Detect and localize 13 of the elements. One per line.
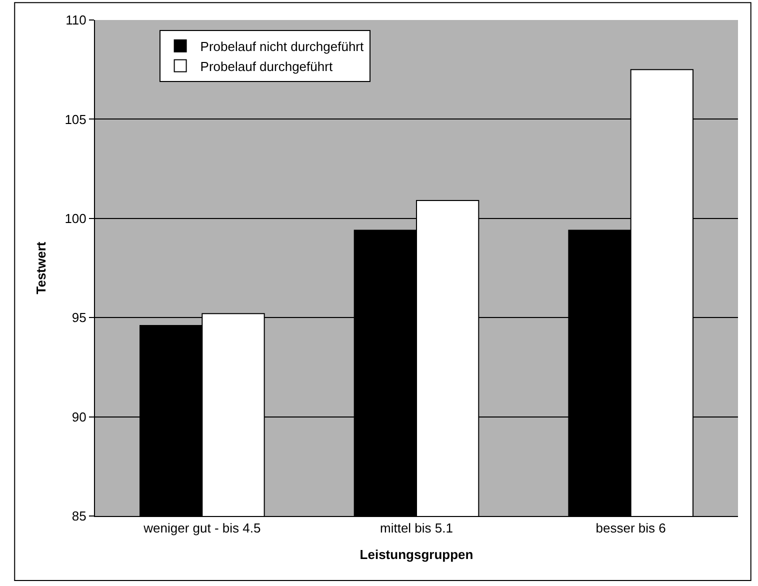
legend-label: Probelauf nicht durchgeführt — [200, 38, 364, 54]
y-tick-label: 100 — [64, 210, 86, 226]
x-axis-title: Leistungsgruppen — [360, 547, 474, 562]
x-tick-label: besser bis 6 — [596, 520, 666, 536]
y-axis-title: Testwert — [34, 241, 49, 294]
y-tick-label: 95 — [72, 310, 86, 326]
y-tick-label: 85 — [72, 508, 86, 524]
x-tick-label: mittel bis 5.1 — [380, 520, 453, 536]
x-tick-label: weniger gut - bis 4.5 — [142, 520, 261, 536]
y-tick-label: 90 — [72, 409, 86, 424]
y-tick-label: 110 — [66, 12, 86, 28]
y-tick-label: 105 — [64, 112, 86, 127]
legend-label: Probelauf durchgeführt — [200, 58, 333, 74]
